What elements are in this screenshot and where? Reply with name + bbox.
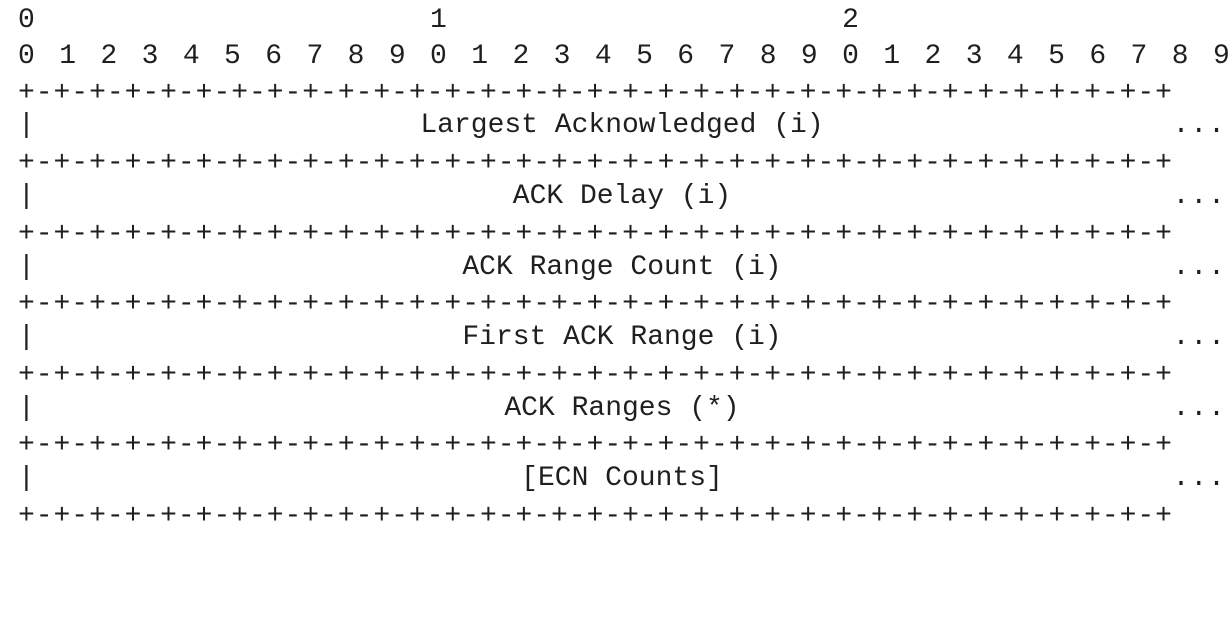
- field-left-border: |: [18, 110, 35, 141]
- field-row-ecn-counts: | [ECN Counts] ...: [18, 462, 1226, 496]
- field-separator: +-+-+-+-+-+-+-+-+-+-+-+-+-+-+-+-+-+-+-+-…: [18, 360, 1173, 391]
- field-row-ack-ranges: | ACK Ranges (*) ...: [18, 392, 1226, 426]
- field-label-first-ack-range: First ACK Range (i): [462, 322, 782, 353]
- ack-frame-format-diagram: 0 1 2 3 0 1 2 3 4 5 6 7 8 9 0 1 2 3 4 5 …: [18, 5, 1232, 532]
- field-separator: +-+-+-+-+-+-+-+-+-+-+-+-+-+-+-+-+-+-+-+-…: [18, 501, 1173, 532]
- bit-ruler-units: 0 1 2 3 4 5 6 7 8 9 0 1 2 3 4 5 6 7 8 9 …: [18, 41, 1232, 72]
- field-row-first-ack-range: | First ACK Range (i) ...: [18, 321, 1226, 355]
- field-row-ack-delay: | ACK Delay (i) ...: [18, 180, 1226, 214]
- field-separator: +-+-+-+-+-+-+-+-+-+-+-+-+-+-+-+-+-+-+-+-…: [18, 148, 1173, 179]
- field-left-border: |: [18, 463, 35, 494]
- field-label-ack-ranges: ACK Ranges (*): [504, 393, 740, 424]
- field-continuation-marker: ...: [1172, 252, 1226, 283]
- field-separator: +-+-+-+-+-+-+-+-+-+-+-+-+-+-+-+-+-+-+-+-…: [18, 78, 1173, 109]
- field-separator: +-+-+-+-+-+-+-+-+-+-+-+-+-+-+-+-+-+-+-+-…: [18, 430, 1173, 461]
- field-continuation-marker: ...: [1172, 181, 1226, 212]
- field-left-border: |: [18, 322, 35, 353]
- field-separator: +-+-+-+-+-+-+-+-+-+-+-+-+-+-+-+-+-+-+-+-…: [18, 289, 1173, 320]
- field-continuation-marker: ...: [1172, 393, 1226, 424]
- field-label-ack-delay: ACK Delay (i): [512, 181, 732, 212]
- field-label-ecn-counts: [ECN Counts]: [521, 463, 723, 494]
- bit-ruler-tens: 0 1 2 3: [18, 5, 1232, 36]
- field-left-border: |: [18, 252, 35, 283]
- field-continuation-marker: ...: [1172, 322, 1226, 353]
- field-row-largest-acknowledged: | Largest Acknowledged (i) ...: [18, 109, 1226, 143]
- field-left-border: |: [18, 181, 35, 212]
- field-continuation-marker: ...: [1172, 110, 1226, 141]
- field-left-border: |: [18, 393, 35, 424]
- field-row-ack-range-count: | ACK Range Count (i) ...: [18, 251, 1226, 285]
- field-separator: +-+-+-+-+-+-+-+-+-+-+-+-+-+-+-+-+-+-+-+-…: [18, 219, 1173, 250]
- field-label-ack-range-count: ACK Range Count (i): [462, 252, 782, 283]
- field-continuation-marker: ...: [1172, 463, 1226, 494]
- field-label-largest-acknowledged: Largest Acknowledged (i): [420, 110, 824, 141]
